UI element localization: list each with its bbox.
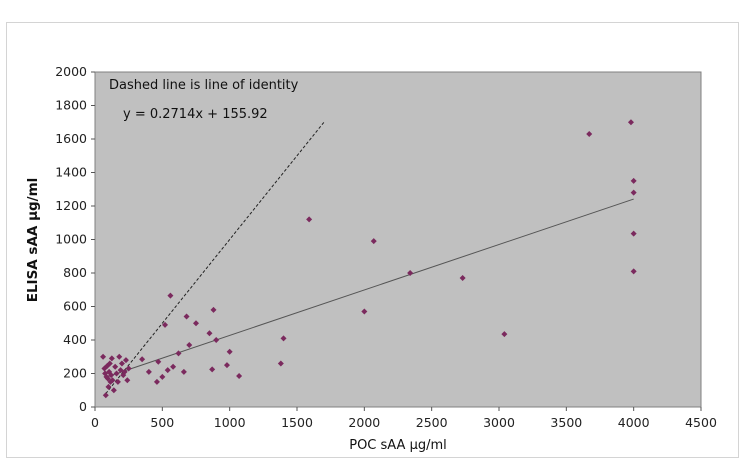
- x-tick-label: 0: [91, 415, 99, 430]
- x-axis-title: POC sAA µg/ml: [349, 438, 447, 453]
- data-point: [180, 368, 187, 375]
- plot-area: [94, 71, 702, 408]
- data-point: [167, 292, 174, 299]
- data-point: [162, 321, 169, 328]
- identity-note: Dashed line is line of identity: [109, 78, 299, 93]
- trend-line: [105, 198, 634, 378]
- data-point: [121, 368, 128, 375]
- data-point: [105, 383, 112, 390]
- data-point: [501, 331, 508, 338]
- data-point: [116, 353, 123, 360]
- y-tick-label: 1200: [55, 198, 87, 213]
- x-tick-label: 4500: [685, 415, 717, 430]
- data-point: [118, 360, 125, 367]
- data-point: [193, 320, 199, 327]
- y-tick-label: 0: [79, 399, 87, 414]
- data-point: [153, 378, 160, 385]
- x-tick-label: 3000: [483, 415, 515, 430]
- data-point: [236, 373, 243, 380]
- data-point: [370, 238, 377, 245]
- data-point: [206, 330, 213, 337]
- data-point: [277, 360, 284, 367]
- data-point: [630, 268, 637, 275]
- y-tick-label: 1600: [55, 131, 87, 146]
- y-tick-label: 200: [63, 366, 87, 381]
- data-point: [122, 357, 129, 364]
- y-axis-title: ELISA sAA µg/ml: [25, 178, 41, 303]
- data-point: [280, 335, 287, 342]
- data-point: [175, 350, 182, 357]
- data-point: [210, 306, 217, 313]
- data-point: [109, 377, 116, 384]
- data-point: [186, 342, 193, 349]
- x-tick-label: 1500: [281, 415, 313, 430]
- identity-line: [105, 121, 325, 394]
- data-point: [630, 177, 637, 184]
- x-tick-label: 2000: [348, 415, 380, 430]
- x-tick-label: 1000: [214, 415, 246, 430]
- y-tick-label: 800: [63, 265, 87, 280]
- data-point: [306, 216, 313, 223]
- data-point: [113, 370, 120, 377]
- data-point: [139, 356, 146, 363]
- data-point: [100, 353, 107, 360]
- y-tick-label: 1400: [55, 165, 87, 180]
- data-point: [630, 230, 637, 237]
- data-point: [209, 366, 216, 373]
- y-tick-label: 1800: [55, 98, 87, 113]
- y-tick-label: 600: [63, 299, 87, 314]
- data-point: [226, 348, 233, 355]
- data-point: [164, 367, 171, 374]
- data-point: [155, 358, 162, 365]
- data-point: [112, 363, 119, 370]
- data-point: [630, 189, 637, 196]
- data-point: [102, 392, 109, 399]
- data-point: [586, 130, 593, 137]
- data-point: [114, 378, 121, 385]
- data-point: [108, 372, 115, 379]
- data-point: [627, 119, 634, 126]
- x-tick-label: 3500: [550, 415, 582, 430]
- data-point: [361, 308, 368, 315]
- regression-equation: y = 0.2714x + 155.92: [123, 107, 268, 122]
- data-point: [407, 270, 414, 276]
- x-tick-label: 4000: [618, 415, 650, 430]
- data-point: [108, 355, 115, 362]
- data-point: [125, 365, 132, 372]
- data-point: [170, 363, 177, 370]
- data-point: [213, 337, 220, 343]
- x-tick-label: 500: [150, 415, 174, 430]
- data-point: [110, 387, 117, 394]
- data-point: [124, 377, 131, 384]
- y-tick-label: 2000: [55, 64, 87, 79]
- data-point: [106, 360, 113, 367]
- data-point: [145, 368, 152, 375]
- y-tick-label: 400: [63, 332, 87, 347]
- data-point: [104, 375, 111, 382]
- data-point: [159, 373, 166, 380]
- y-tick-label: 1000: [55, 232, 87, 247]
- data-point: [459, 275, 466, 282]
- x-tick-label: 2500: [416, 415, 448, 430]
- data-point: [223, 362, 230, 369]
- data-point: [183, 313, 190, 320]
